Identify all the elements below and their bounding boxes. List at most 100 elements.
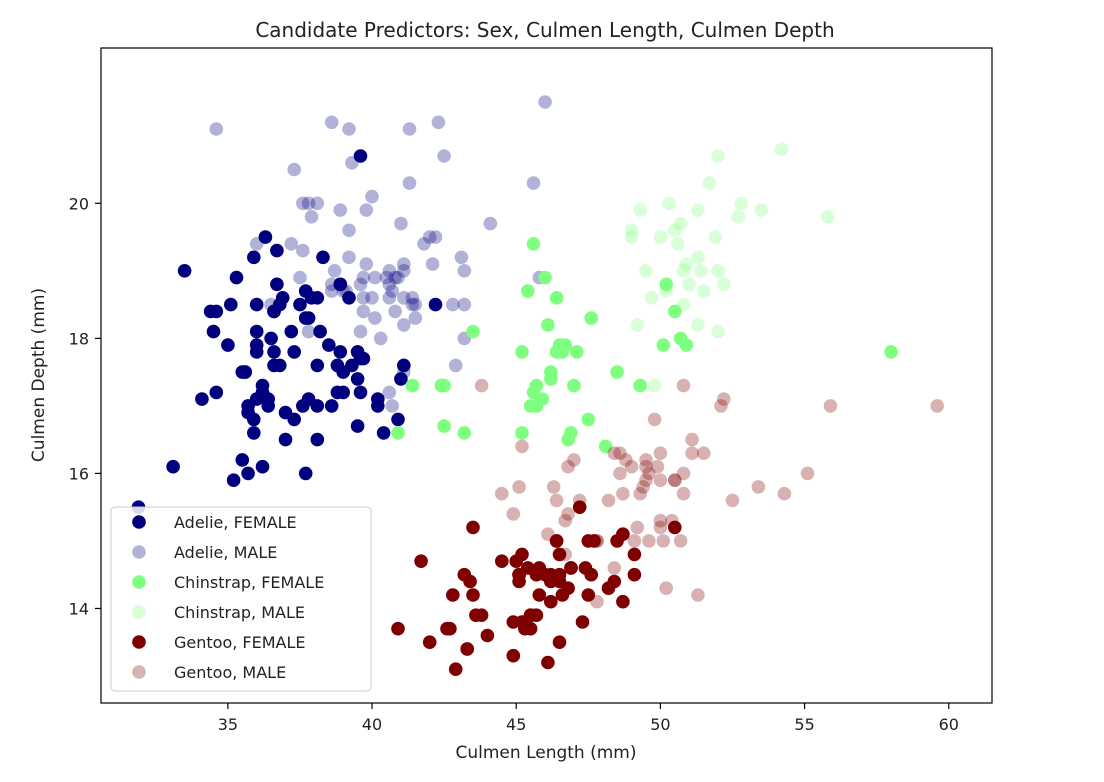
data-point-s2-1 bbox=[521, 284, 535, 298]
data-point-s5-1 bbox=[653, 520, 668, 535]
data-point-s5-53 bbox=[590, 534, 604, 548]
data-point-s2-25 bbox=[656, 338, 671, 352]
data-point-s3-10 bbox=[610, 365, 624, 379]
data-point-s4-32 bbox=[466, 588, 480, 602]
data-point-s0-51 bbox=[330, 358, 345, 373]
y-tick-label-1: 16 bbox=[69, 464, 89, 483]
data-point-s0-72 bbox=[255, 378, 270, 393]
data-point-s0-71 bbox=[333, 277, 348, 292]
data-point-s3-20 bbox=[624, 230, 639, 244]
plot-frame bbox=[100, 47, 993, 704]
data-point-s5-36 bbox=[685, 446, 699, 461]
data-point-s4-2 bbox=[552, 635, 567, 649]
data-point-s1-59 bbox=[408, 297, 423, 312]
data-point-s5-37 bbox=[676, 378, 691, 393]
data-point-s0-33 bbox=[255, 459, 270, 474]
data-point-s3-3 bbox=[691, 318, 705, 332]
data-point-s5-15 bbox=[630, 520, 645, 535]
data-point-s1-37 bbox=[422, 230, 437, 244]
data-point-s2-33 bbox=[659, 277, 673, 292]
data-point-s0-35 bbox=[391, 412, 405, 427]
data-point-s0-43 bbox=[353, 149, 368, 163]
data-point-s5-11 bbox=[607, 446, 622, 461]
x-axis-label: Culmen Length (mm) bbox=[456, 743, 637, 763]
data-point-s2-28 bbox=[515, 426, 529, 440]
points-layer bbox=[131, 95, 944, 676]
data-point-s5-56 bbox=[572, 493, 587, 508]
data-point-s3-25 bbox=[647, 378, 662, 393]
data-point-s2-20 bbox=[584, 311, 598, 325]
data-point-s5-50 bbox=[495, 486, 509, 501]
data-point-s4-61 bbox=[607, 574, 622, 589]
data-point-s2-38 bbox=[549, 345, 564, 359]
data-point-s2-12 bbox=[457, 426, 472, 440]
data-point-s5-62 bbox=[639, 473, 653, 488]
data-point-s1-24 bbox=[368, 270, 382, 285]
data-point-s1-36 bbox=[483, 216, 498, 231]
data-point-s0-45 bbox=[249, 338, 264, 352]
data-point-s1-57 bbox=[382, 264, 397, 278]
data-point-s5-8 bbox=[590, 534, 604, 548]
data-point-s3-33 bbox=[673, 216, 688, 231]
data-point-s4-14 bbox=[446, 588, 460, 602]
data-point-s3-8 bbox=[662, 196, 676, 211]
data-point-s5-4 bbox=[561, 507, 575, 521]
data-point-s0-38 bbox=[342, 291, 356, 305]
data-point-s0-56 bbox=[278, 405, 293, 420]
data-point-s5-34 bbox=[800, 466, 815, 481]
data-point-s4-5 bbox=[391, 621, 405, 636]
data-point-s0-81 bbox=[376, 426, 391, 440]
data-point-s5-20 bbox=[656, 534, 671, 548]
data-point-s3-31 bbox=[624, 223, 639, 238]
data-point-s3-28 bbox=[708, 230, 722, 244]
data-point-s2-22 bbox=[544, 372, 558, 386]
data-point-s2-32 bbox=[668, 304, 682, 319]
data-point-s5-33 bbox=[668, 473, 682, 488]
data-point-s3-9 bbox=[630, 318, 645, 332]
legend-label-1: Adelie, MALE bbox=[174, 543, 277, 562]
data-point-s1-45 bbox=[402, 122, 417, 136]
data-point-s1-48 bbox=[353, 324, 368, 339]
data-point-s1-72 bbox=[365, 189, 379, 204]
data-point-s0-78 bbox=[273, 358, 287, 373]
data-point-s0-47 bbox=[166, 459, 180, 474]
data-point-s1-7 bbox=[298, 284, 313, 298]
data-point-s5-6 bbox=[616, 486, 630, 501]
data-point-s3-17 bbox=[644, 291, 659, 305]
data-point-s3-27 bbox=[659, 284, 673, 298]
data-point-s1-23 bbox=[397, 318, 411, 332]
data-point-s1-71 bbox=[310, 196, 325, 211]
legend-label-3: Chinstrap, MALE bbox=[174, 603, 305, 622]
data-point-s0-39 bbox=[270, 277, 284, 292]
data-point-s1-61 bbox=[287, 162, 302, 177]
y-tick-label-3: 20 bbox=[69, 194, 89, 213]
data-point-s0-53 bbox=[249, 324, 264, 339]
data-point-s0-31 bbox=[298, 466, 313, 481]
x-tick-label-0: 35 bbox=[218, 715, 238, 734]
data-point-s1-21 bbox=[431, 115, 446, 130]
data-point-s0-69 bbox=[397, 358, 411, 373]
data-point-s5-18 bbox=[541, 527, 555, 541]
y-axis-label: Culmen Depth (mm) bbox=[29, 288, 49, 462]
data-point-s4-63 bbox=[575, 615, 590, 629]
data-point-s1-22 bbox=[385, 399, 400, 413]
data-point-s4-64 bbox=[460, 642, 475, 656]
data-point-s3-0 bbox=[653, 230, 668, 244]
data-point-s1-43 bbox=[428, 230, 443, 244]
data-point-s5-46 bbox=[636, 480, 650, 494]
data-point-s5-16 bbox=[616, 527, 630, 541]
data-point-s5-23 bbox=[673, 534, 688, 548]
data-point-s4-8 bbox=[422, 635, 437, 649]
data-point-s3-7 bbox=[668, 223, 682, 238]
data-point-s1-12 bbox=[397, 358, 411, 373]
data-point-s0-1 bbox=[333, 345, 348, 359]
data-point-s1-49 bbox=[324, 284, 339, 298]
data-point-s0-57 bbox=[310, 432, 325, 447]
data-point-s1-3 bbox=[324, 115, 339, 130]
data-point-s2-39 bbox=[673, 331, 688, 346]
data-point-s3-30 bbox=[694, 264, 708, 278]
data-point-s1-54 bbox=[417, 237, 431, 251]
data-point-s2-14 bbox=[405, 378, 420, 393]
data-point-s5-22 bbox=[696, 446, 711, 461]
